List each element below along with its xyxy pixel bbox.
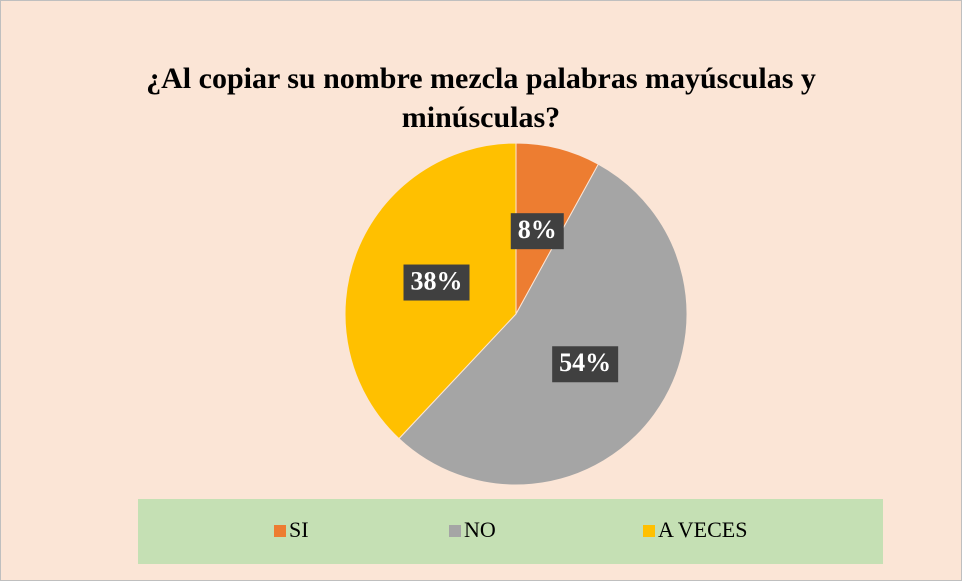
data-label-text: 54% — [559, 348, 611, 377]
data-label-box — [510, 213, 564, 250]
chart-title: ¿Al copiar su nombre mezcla palabras may… — [146, 62, 816, 134]
legend-swatch — [449, 525, 461, 537]
data-label-box — [552, 346, 619, 383]
legend-swatch — [274, 525, 286, 537]
legend-label: SI — [289, 517, 309, 542]
legend-label: A VECES — [658, 517, 747, 542]
legend-label: NO — [464, 517, 496, 542]
data-label: 38% — [403, 264, 470, 301]
data-label-text: 8% — [518, 215, 557, 244]
data-label: 54% — [552, 346, 619, 383]
data-label: 8% — [510, 213, 564, 250]
data-label-text: 38% — [411, 266, 463, 295]
data-label-box — [403, 264, 470, 301]
pie-slice — [398, 163, 688, 486]
legend-swatch — [643, 525, 655, 537]
legend-box — [138, 499, 883, 564]
